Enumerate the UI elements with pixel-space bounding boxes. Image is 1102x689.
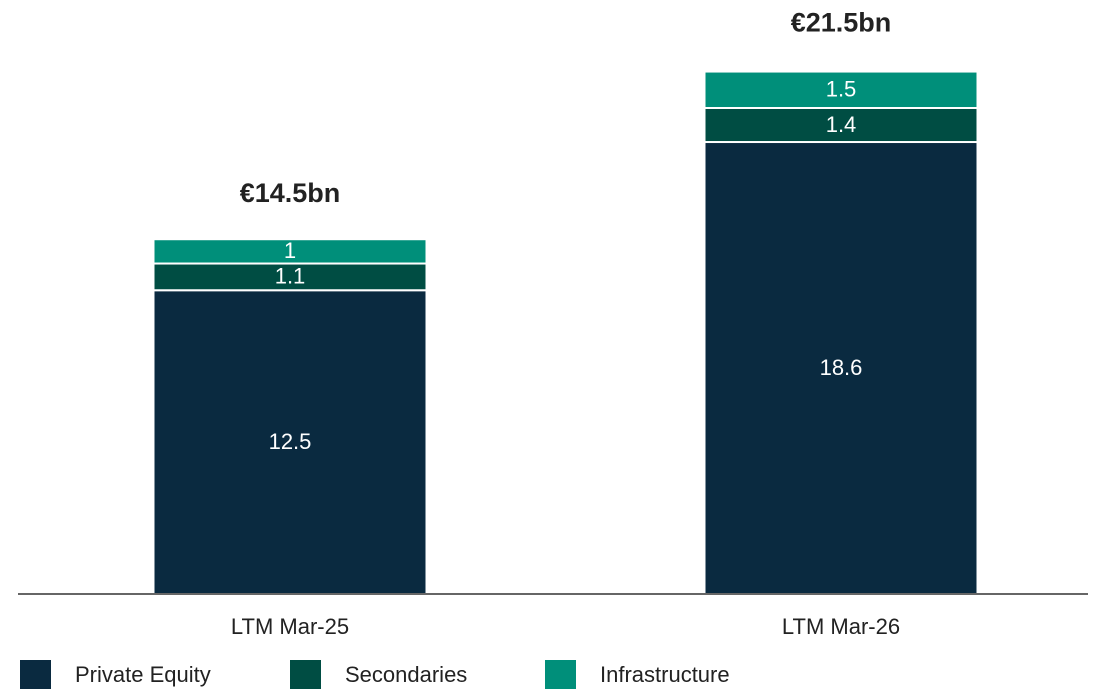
total-label: €21.5bn xyxy=(791,8,892,38)
value-label: 18.6 xyxy=(820,355,863,380)
value-label: 1 xyxy=(284,238,296,263)
legend-label: Private Equity xyxy=(75,662,211,687)
legend-swatch xyxy=(20,660,51,689)
value-label: 1.4 xyxy=(826,112,857,137)
legend-swatch xyxy=(545,660,576,689)
legend-label: Infrastructure xyxy=(600,662,730,687)
bar-segment xyxy=(703,107,979,144)
bar-segment xyxy=(152,238,428,265)
legend-swatch xyxy=(290,660,321,689)
x-tick-label: LTM Mar-25 xyxy=(231,614,349,639)
bar-segment xyxy=(152,289,428,595)
bar-segment xyxy=(152,262,428,292)
x-tick-label: LTM Mar-26 xyxy=(782,614,900,639)
bar-segment xyxy=(703,141,979,596)
value-label: 1.5 xyxy=(826,77,857,102)
legend-label: Secondaries xyxy=(345,662,467,687)
total-label: €14.5bn xyxy=(240,178,341,208)
value-label: 12.5 xyxy=(269,429,312,454)
value-label: 1.1 xyxy=(275,264,306,289)
bar-segment xyxy=(703,70,979,110)
